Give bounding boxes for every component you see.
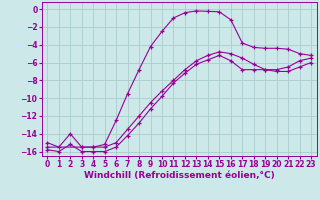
X-axis label: Windchill (Refroidissement éolien,°C): Windchill (Refroidissement éolien,°C)	[84, 171, 275, 180]
